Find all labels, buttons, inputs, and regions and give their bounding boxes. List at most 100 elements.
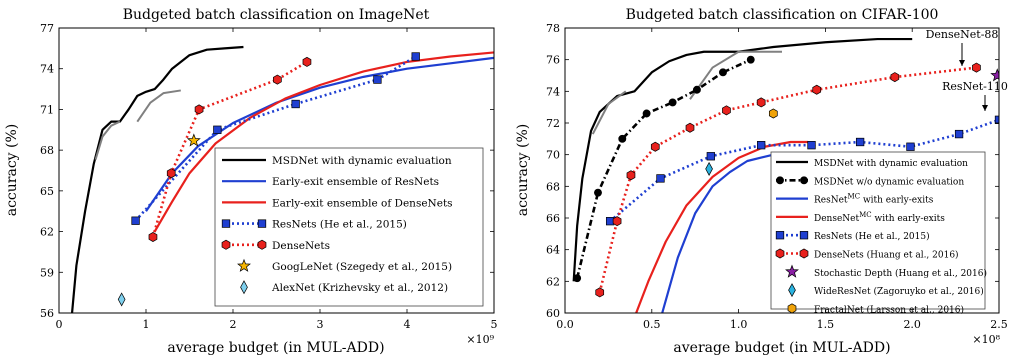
x-tick-label: 5 xyxy=(491,318,498,331)
series-0 xyxy=(70,45,244,313)
data-point xyxy=(573,274,582,283)
data-point xyxy=(668,98,677,107)
data-point xyxy=(994,115,999,124)
data-point xyxy=(812,84,822,95)
legend-entry: DenseNets xyxy=(221,239,330,252)
legend-entry: MSDNet with dynamic evaluation xyxy=(776,159,968,169)
data-point xyxy=(291,99,300,109)
data-point xyxy=(302,56,312,67)
legend-entry: MSDNet w/o dynamic evaluation xyxy=(776,176,964,187)
y-tick-label: 65 xyxy=(40,185,54,198)
series-line xyxy=(591,90,627,135)
series-line xyxy=(136,89,181,123)
legend-label: WideResNet (Zagoruyko et al., 2016) xyxy=(814,286,984,297)
data-point xyxy=(972,62,981,73)
legend-marker xyxy=(800,176,808,185)
legend-marker xyxy=(799,231,809,240)
legend-marker xyxy=(257,239,267,250)
series-7 xyxy=(595,62,981,298)
legend-marker xyxy=(788,283,796,298)
data-point xyxy=(213,125,222,134)
data-point xyxy=(890,72,900,83)
data-point xyxy=(618,134,627,143)
legend-label: ResNets (He et al., 2015) xyxy=(814,231,930,242)
legend-entry: WideResNet (Zagoruyko et al., 2016) xyxy=(788,283,984,298)
data-point xyxy=(722,105,731,116)
data-point xyxy=(855,137,865,147)
series-8 xyxy=(117,292,126,307)
data-point xyxy=(954,129,964,139)
legend: MSDNet with dynamic evaluation MSDNet w/o… xyxy=(770,151,987,315)
y-tick-label: 72 xyxy=(546,117,560,130)
legend-marker xyxy=(237,258,251,272)
x-axis-label: average budget (in MUL-ADD) xyxy=(167,340,384,356)
legend-label: Stochastic Depth (Huang et al., 2016) xyxy=(814,268,987,279)
legend-entry: ResNets (He et al., 2015) xyxy=(221,219,407,231)
legend-marker xyxy=(221,219,231,228)
data-point xyxy=(626,170,636,181)
y-tick-label: 70 xyxy=(546,149,560,162)
legend-marker xyxy=(785,264,799,278)
series-3 xyxy=(145,56,494,212)
series-1 xyxy=(94,120,121,160)
data-point xyxy=(719,68,727,77)
legend-marker xyxy=(775,231,785,240)
data-point xyxy=(131,216,140,225)
legend-entry: GoogLeNet (Szegedy et al., 2015) xyxy=(237,258,452,273)
series-line xyxy=(689,50,782,100)
series-line xyxy=(598,66,977,293)
y-tick-label: 77 xyxy=(40,22,54,35)
x-tick-label: 2.0 xyxy=(903,318,921,331)
chart-title: Budgeted batch classification on ImageNe… xyxy=(123,7,430,23)
series-4 xyxy=(153,51,494,233)
chart-title: Budgeted batch classification on CIFAR-1… xyxy=(626,7,939,23)
legend-entry: DenseNets (Huang et al., 2016) xyxy=(775,248,959,261)
data-point xyxy=(746,55,755,64)
legend-label: MSDNet with dynamic evaluation xyxy=(814,159,968,169)
data-point xyxy=(166,168,176,179)
series-3 xyxy=(573,55,755,283)
series-line xyxy=(94,120,121,160)
y-tick-label: 56 xyxy=(40,307,54,320)
y-tick-label: 68 xyxy=(40,144,54,157)
legend-entry: ResNets (He et al., 2015) xyxy=(775,231,930,242)
y-tick-label: 66 xyxy=(546,212,560,225)
annotation-label: DenseNet-88 xyxy=(926,28,999,41)
data-point xyxy=(706,152,715,161)
legend-label: FractalNet (Larsson et al., 2016) xyxy=(814,304,964,315)
y-tick-label: 59 xyxy=(40,266,54,279)
series-9 xyxy=(705,161,713,176)
annotation-arrowhead xyxy=(982,105,988,111)
y-tick-label: 62 xyxy=(546,275,560,288)
data-point xyxy=(411,52,420,61)
legend-entry: FractalNet (Larsson et al., 2016) xyxy=(787,303,964,315)
data-point xyxy=(612,216,622,227)
x-axis-label: average budget (in MUL-ADD) xyxy=(673,340,890,356)
data-point xyxy=(705,161,713,176)
data-point xyxy=(692,85,701,94)
legend-marker xyxy=(799,248,809,259)
legend-label: GoogLeNet (Szegedy et al., 2015) xyxy=(272,261,452,273)
legend-entry: Early-exit ensemble of ResNets xyxy=(222,176,439,188)
legend-marker xyxy=(221,239,231,250)
series-2 xyxy=(689,50,782,100)
data-point xyxy=(642,109,651,118)
y-tick-label: 62 xyxy=(40,226,54,239)
legend-entry: Stochastic Depth (Huang et al., 2016) xyxy=(785,264,987,279)
data-point xyxy=(273,74,282,85)
annotation-arrowhead xyxy=(959,60,965,66)
legend-marker xyxy=(257,219,267,228)
series-7 xyxy=(186,133,201,147)
y-tick-label: 74 xyxy=(546,85,560,98)
x-tick-label: 4 xyxy=(404,318,411,331)
y-tick-label: 68 xyxy=(546,180,560,193)
series-line xyxy=(572,37,913,282)
legend-entry: AlexNet (Krizhevsky et al., 2012) xyxy=(240,280,448,295)
x-tick-label: 3 xyxy=(317,318,324,331)
x-axis-multiplier: ×10⁸ xyxy=(972,333,1000,346)
legend-marker xyxy=(240,280,248,295)
data-point xyxy=(756,97,766,108)
series-line xyxy=(575,58,752,279)
legend-entry: ResNetMC with early-exits xyxy=(776,193,934,206)
